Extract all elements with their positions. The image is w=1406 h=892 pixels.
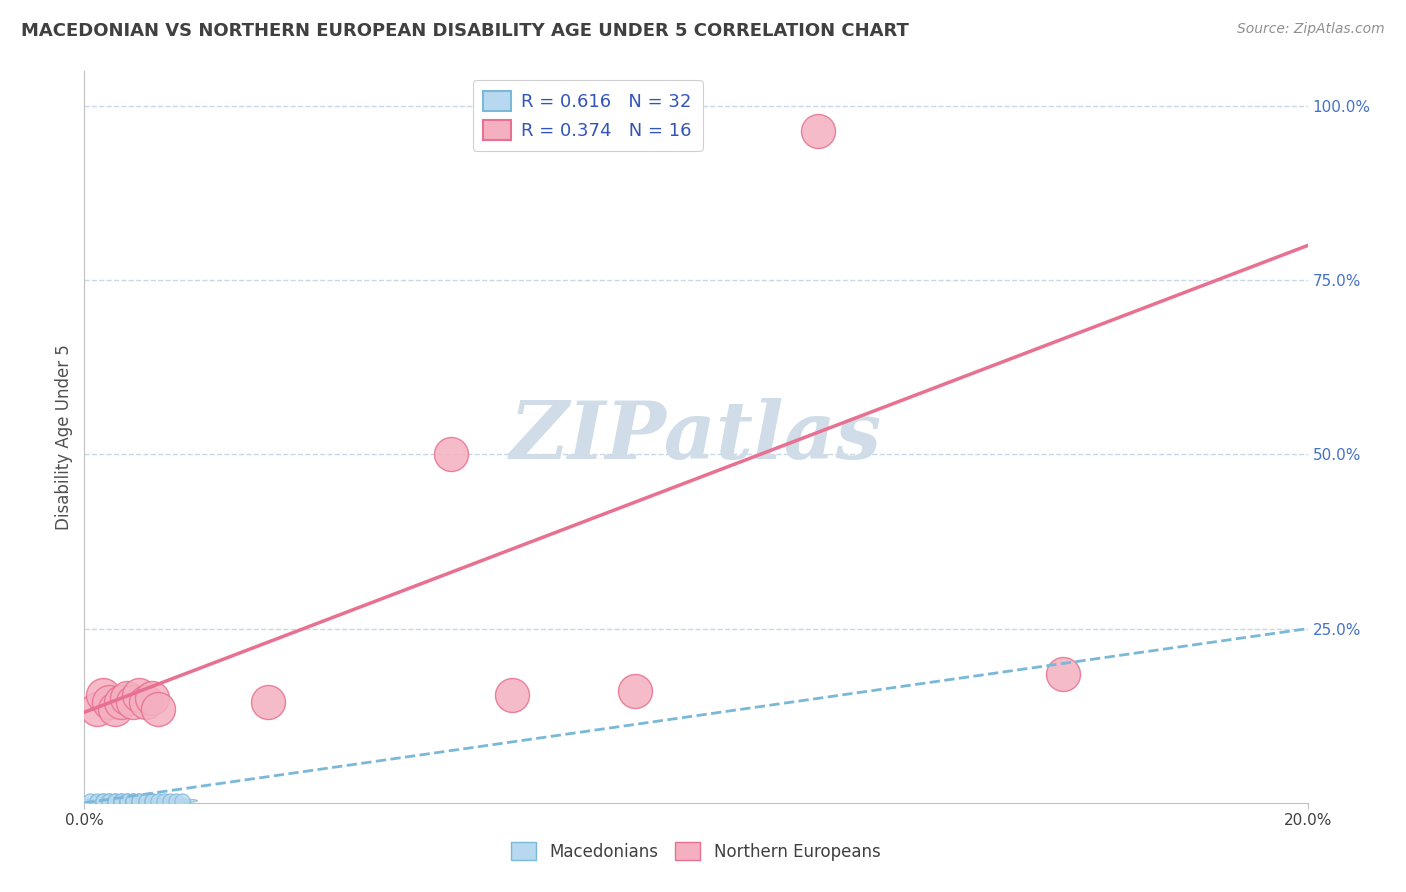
- Point: [128, 795, 150, 809]
- Point: [91, 688, 114, 702]
- Text: MACEDONIAN VS NORTHERN EUROPEAN DISABILITY AGE UNDER 5 CORRELATION CHART: MACEDONIAN VS NORTHERN EUROPEAN DISABILI…: [21, 22, 908, 40]
- Point: [128, 688, 150, 702]
- Circle shape: [87, 800, 118, 804]
- Point: [104, 794, 127, 808]
- Circle shape: [118, 799, 149, 803]
- Circle shape: [75, 799, 105, 803]
- Circle shape: [94, 799, 124, 803]
- Circle shape: [82, 800, 112, 804]
- Circle shape: [100, 799, 131, 803]
- Point: [135, 794, 157, 808]
- Point: [104, 795, 127, 809]
- Circle shape: [100, 800, 131, 804]
- Point: [440, 448, 463, 462]
- Circle shape: [82, 799, 112, 803]
- Point: [91, 794, 114, 808]
- Point: [128, 794, 150, 808]
- Point: [1052, 667, 1074, 681]
- Point: [115, 795, 138, 809]
- Point: [172, 794, 194, 808]
- Point: [122, 695, 145, 709]
- Circle shape: [131, 799, 160, 803]
- Text: Source: ZipAtlas.com: Source: ZipAtlas.com: [1237, 22, 1385, 37]
- Point: [110, 795, 132, 809]
- Circle shape: [87, 799, 118, 803]
- Point: [122, 794, 145, 808]
- Circle shape: [136, 799, 167, 803]
- Point: [153, 794, 176, 808]
- Point: [159, 794, 181, 808]
- Circle shape: [118, 800, 149, 804]
- Circle shape: [105, 799, 136, 803]
- Y-axis label: Disability Age Under 5: Disability Age Under 5: [55, 344, 73, 530]
- Point: [128, 794, 150, 808]
- Point: [502, 688, 524, 702]
- Point: [624, 123, 647, 137]
- Circle shape: [155, 799, 186, 803]
- Point: [624, 684, 647, 698]
- Point: [104, 702, 127, 716]
- Point: [79, 794, 101, 808]
- Point: [135, 794, 157, 808]
- Point: [122, 795, 145, 809]
- Circle shape: [149, 799, 179, 803]
- Point: [91, 794, 114, 808]
- Point: [97, 695, 120, 709]
- Point: [97, 794, 120, 808]
- Circle shape: [160, 799, 191, 803]
- Circle shape: [105, 799, 136, 803]
- Point: [135, 695, 157, 709]
- Point: [86, 795, 108, 809]
- Circle shape: [105, 800, 136, 804]
- Text: ZIPatlas: ZIPatlas: [510, 399, 882, 475]
- Circle shape: [118, 799, 149, 803]
- Point: [86, 794, 108, 808]
- Legend: Macedonians, Northern Europeans: Macedonians, Northern Europeans: [505, 836, 887, 868]
- Circle shape: [167, 799, 197, 803]
- Point: [104, 794, 127, 808]
- Circle shape: [124, 799, 155, 803]
- Circle shape: [112, 799, 142, 803]
- Point: [110, 794, 132, 808]
- Point: [91, 795, 114, 809]
- Point: [115, 794, 138, 808]
- Circle shape: [94, 799, 124, 803]
- Point: [141, 691, 163, 706]
- Point: [257, 695, 280, 709]
- Point: [110, 695, 132, 709]
- Point: [110, 794, 132, 808]
- Point: [115, 794, 138, 808]
- Circle shape: [100, 799, 131, 803]
- Point: [146, 702, 169, 716]
- Point: [141, 794, 163, 808]
- Circle shape: [124, 799, 155, 803]
- Circle shape: [112, 799, 142, 803]
- Circle shape: [124, 800, 155, 804]
- Circle shape: [142, 799, 173, 803]
- Circle shape: [136, 799, 167, 803]
- Circle shape: [131, 799, 160, 803]
- Circle shape: [112, 800, 142, 804]
- Point: [122, 794, 145, 808]
- Point: [165, 794, 187, 808]
- Point: [86, 702, 108, 716]
- Point: [141, 794, 163, 808]
- Point: [146, 794, 169, 808]
- Point: [97, 794, 120, 808]
- Point: [807, 123, 830, 137]
- Circle shape: [87, 799, 118, 803]
- Point: [115, 691, 138, 706]
